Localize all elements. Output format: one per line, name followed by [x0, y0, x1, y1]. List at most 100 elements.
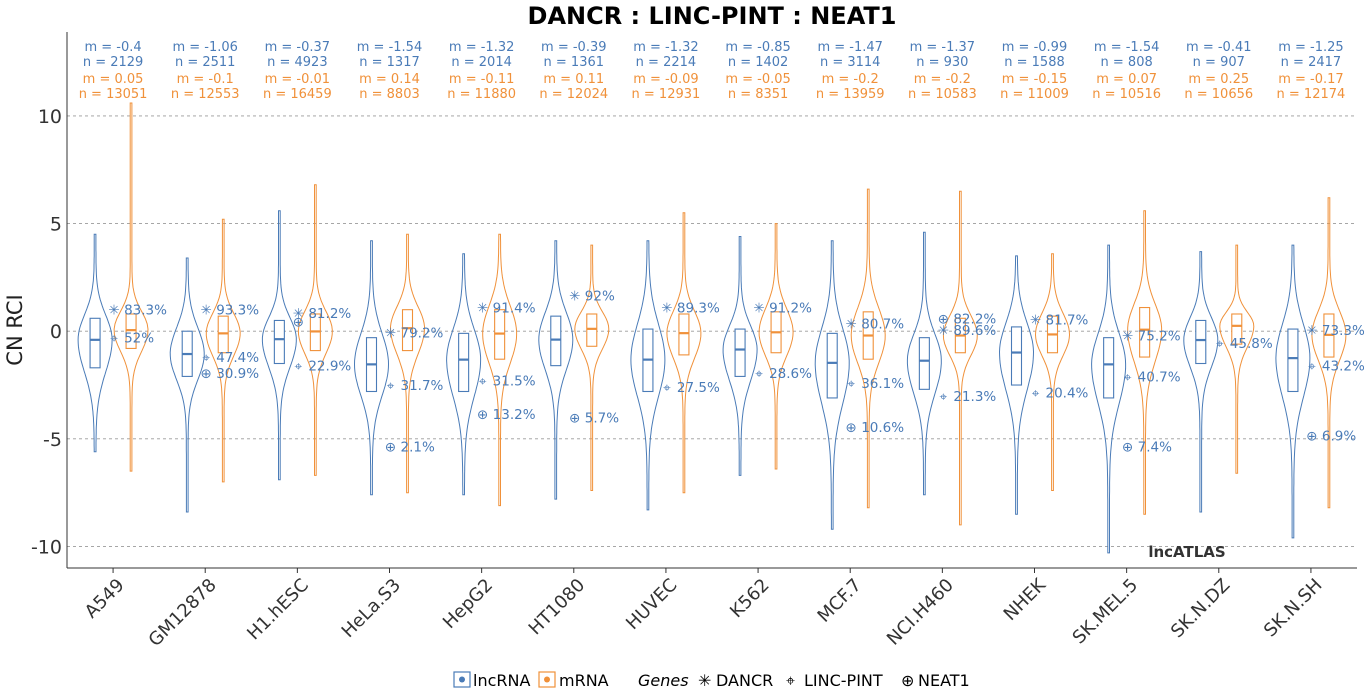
violin-lncrna-sk-mel-5	[1091, 244, 1127, 554]
stat-m-lncrna-nci-h460: m = -1.37	[910, 40, 975, 55]
stat-n-lncrna-sk-n-sh: n = 2417	[1281, 55, 1341, 70]
linc-pint-marker-nhek: ⌖	[1032, 386, 1040, 402]
stat-n-lncrna-hela-s3: n = 1317	[359, 55, 419, 70]
linc-pint-pct-label-sk-n-dz: 45.8%	[1230, 336, 1273, 352]
violin-lncrna-a549	[77, 233, 113, 453]
dancr-pct-label-hela-s3: 79.2%	[401, 325, 444, 341]
neat1-marker-hela-s3: ⊕	[385, 439, 396, 455]
dancr-pct-label-k562: 91.2%	[769, 301, 812, 317]
stat-n-lncrna-ht1080: n = 1361	[544, 55, 604, 70]
linc-pint-pct-label-h1-hesc: 22.9%	[308, 359, 351, 375]
box-lncrna-sk-n-dz	[1195, 319, 1207, 365]
violin-mrna-hepg2	[482, 233, 518, 507]
x-tick-label-sk-mel-5: SK.MEL.5	[1069, 575, 1143, 649]
legend-key-lncrna-dot	[459, 676, 465, 683]
box-mrna-ht1080	[586, 313, 598, 347]
stat-n-lncrna-k562: n = 1402	[728, 55, 788, 70]
linc-pint-pct-label-nci-h460: 21.3%	[953, 389, 996, 405]
stat-n-mrna-nhek: n = 11009	[1000, 87, 1069, 102]
stat-m-lncrna-sk-n-sh: m = -1.25	[1278, 40, 1343, 55]
neat1-pct-label-sk-mel-5: 7.4%	[1138, 439, 1172, 455]
dancr-pct-label-hepg2: 91.4%	[493, 301, 536, 317]
violin-mrna-nhek	[1034, 253, 1071, 491]
stat-m-lncrna-h1-hesc: m = -0.37	[265, 40, 330, 55]
dancr-pct-label-huvec: 89.3%	[677, 301, 720, 317]
legend-item-lncrna: lncRNA	[453, 671, 530, 690]
stat-m-lncrna-sk-mel-5: m = -1.54	[1094, 40, 1159, 55]
stat-n-lncrna-nci-h460: n = 930	[916, 55, 968, 70]
violin-lncrna-k562	[722, 236, 758, 476]
violin-lncrna-sk-n-dz	[1183, 251, 1219, 513]
violins	[77, 102, 1347, 554]
dancr-pct-label-gm12878: 93.3%	[216, 303, 259, 319]
dancr-pct-label-sk-mel-5: 75.2%	[1138, 329, 1181, 345]
x-tick-label-sk-n-sh: SK.N.SH	[1260, 575, 1327, 642]
summary-stats: m = -0.4n = 2129 m = 0.05n = 13051 m = -1.…	[79, 40, 1346, 102]
neat1-marker-gm12878: ⊕	[201, 366, 212, 382]
stat-n-mrna-sk-mel-5: n = 10516	[1092, 87, 1161, 102]
stat-n-lncrna-mcf-7: n = 3114	[820, 55, 880, 70]
stat-m-mrna-h1-hesc: m = -0.01	[265, 72, 330, 87]
neat1-pct-label-mcf-7: 10.6%	[861, 420, 904, 436]
stat-m-mrna-sk-n-sh: m = -0.17	[1278, 72, 1343, 87]
stat-n-lncrna-sk-n-dz: n = 907	[1193, 55, 1245, 70]
linc-pint-legend-icon: ⌖	[786, 671, 795, 690]
stat-m-mrna-huvec: m = -0.09	[633, 72, 698, 87]
stat-n-lncrna-a549: n = 2129	[83, 55, 143, 70]
stat-n-lncrna-nhek: n = 1588	[1004, 55, 1064, 70]
violin-lncrna-ht1080	[538, 240, 574, 500]
violin-lncrna-nhek	[998, 255, 1035, 515]
stat-m-lncrna-gm12878: m = -1.06	[172, 40, 237, 55]
x-tick-label-h1-hesc: H1.hESC	[243, 575, 313, 645]
y-tick-label-3: -5	[43, 429, 62, 451]
violin-mrna-nci-h460	[942, 190, 978, 526]
neat1-pct-label-hepg2: 13.2%	[493, 407, 536, 423]
x-tick-label-sk-n-dz: SK.N.DZ	[1167, 575, 1234, 642]
stat-m-mrna-gm12878: m = -0.1	[177, 72, 234, 87]
box-lncrna-k562	[734, 328, 746, 377]
legend-label-mrna: mRNA	[559, 671, 609, 690]
stat-n-lncrna-sk-mel-5: n = 808	[1101, 55, 1153, 70]
stat-m-lncrna-hela-s3: m = -1.54	[357, 40, 422, 55]
stat-m-mrna-mcf-7: m = -0.2	[822, 72, 879, 87]
x-tick-label-a549: A549	[81, 575, 129, 623]
stat-m-lncrna-a549: m = -0.4	[84, 40, 141, 55]
stat-n-mrna-gm12878: n = 12553	[171, 87, 240, 102]
dancr-marker-k562: ✳	[753, 301, 764, 317]
legend: lncRNA mRNA Genes ✳ DANCR ⌖ LINC-PINT ⊕ …	[453, 671, 970, 690]
neat1-marker-mcf-7: ⊕	[846, 420, 857, 436]
stat-n-mrna-sk-n-sh: n = 12174	[1277, 87, 1346, 102]
neat1-pct-label-gm12878: 30.9%	[216, 366, 259, 382]
stat-n-lncrna-gm12878: n = 2511	[175, 55, 235, 70]
neat1-pct-label-hela-s3: 2.1%	[401, 439, 435, 455]
violin-mrna-hela-s3	[389, 233, 426, 494]
linc-pint-marker-k562: ⌖	[755, 366, 763, 382]
stat-m-lncrna-mcf-7: m = -1.47	[817, 40, 882, 55]
legend-item-linc-pint: ⌖ LINC-PINT	[786, 671, 883, 690]
linc-pint-pct-label-sk-mel-5: 40.7%	[1138, 369, 1181, 385]
stat-n-mrna-huvec: n = 12931	[632, 87, 701, 102]
legend-label-linc-pint: LINC-PINT	[804, 671, 883, 690]
x-tick-label-mcf-7: MCF.7	[814, 575, 866, 627]
stat-m-mrna-hela-s3: m = 0.14	[359, 72, 420, 87]
dancr-marker-h1-hesc: ✳	[293, 306, 304, 322]
neat1-marker-sk-n-sh: ⊕	[1306, 429, 1317, 445]
violin-lncrna-nci-h460	[906, 231, 942, 496]
box-lncrna-a549	[89, 317, 101, 369]
stat-m-mrna-sk-n-dz: m = 0.25	[1188, 72, 1249, 87]
legend-label-lncrna: lncRNA	[473, 671, 530, 690]
neat1-marker-sk-mel-5: ⊕	[1122, 439, 1133, 455]
neat1-marker-nci-h460: ⊕	[938, 311, 949, 327]
dancr-marker-gm12878: ✳	[201, 303, 212, 319]
linc-pint-marker-sk-mel-5: ⌖	[1124, 369, 1132, 385]
linc-pint-marker-huvec: ⌖	[663, 380, 671, 396]
box-lncrna-h1-hesc	[273, 319, 285, 365]
neat1-legend-icon: ⊕	[901, 671, 914, 690]
dancr-marker-sk-mel-5: ✳	[1122, 329, 1133, 345]
stat-n-mrna-sk-n-dz: n = 10656	[1184, 87, 1253, 102]
legend-title-genes: Genes	[638, 671, 689, 690]
violin-lncrna-h1-hesc	[261, 210, 297, 481]
dancr-marker-huvec: ✳	[661, 301, 672, 317]
stat-m-lncrna-k562: m = -0.85	[725, 40, 790, 55]
violin-mrna-k562	[758, 223, 794, 470]
